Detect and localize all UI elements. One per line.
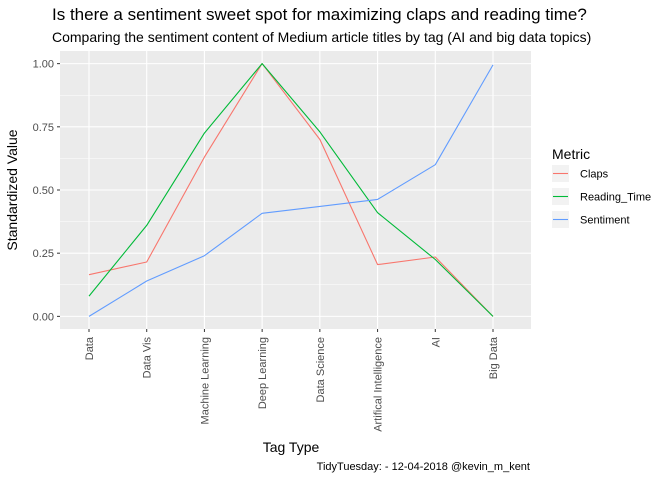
chart-caption: TidyTuesday: - 12-04-2018 @kevin_m_kent [317, 461, 530, 473]
series-line-reading-time [88, 63, 494, 317]
legend-label-reading-time: Reading_Time [580, 192, 651, 204]
y-tick-label: 0.25 [33, 248, 54, 260]
legend-label-claps: Claps [580, 169, 609, 181]
x-tick-label: Deep Learning [257, 337, 269, 409]
y-axis-title: Standardized Value [4, 129, 20, 250]
x-axis-title: Tag Type [263, 439, 320, 455]
x-tick-label: Data Science [315, 337, 327, 402]
legend-label-sentiment: Sentiment [580, 215, 630, 227]
y-axis: 0.00 0.25 0.50 0.75 1.00 [33, 59, 60, 323]
y-tick-label: 0.50 [33, 185, 54, 197]
series-line-claps [88, 63, 494, 317]
x-tick-label: AI [430, 337, 442, 347]
y-tick-label: 1.00 [33, 59, 54, 71]
minor-gridlines [60, 94, 531, 286]
x-tick-label: Data Vis [142, 337, 154, 379]
series-lines [88, 63, 494, 317]
x-tick-label: Data [84, 336, 96, 360]
x-axis: Data Data Vis Machine Learning Deep Learnin… [84, 329, 500, 432]
x-tick-label: Machine Learning [199, 337, 211, 424]
major-gridlines [60, 51, 531, 329]
legend-title: Metric [552, 146, 590, 162]
legend: Metric Claps Reading_Time Sentiment [552, 146, 651, 228]
chart-subtitle: Comparing the sentiment content of Mediu… [52, 29, 591, 45]
y-tick-label: 0.00 [33, 311, 54, 323]
x-tick-label: Big Data [488, 336, 500, 379]
x-tick-label: Artifical Intelligence [373, 337, 385, 432]
y-tick-label: 0.75 [33, 122, 54, 134]
chart-title: Is there a sentiment sweet spot for maxi… [52, 5, 587, 24]
series-line-sentiment [88, 64, 494, 317]
